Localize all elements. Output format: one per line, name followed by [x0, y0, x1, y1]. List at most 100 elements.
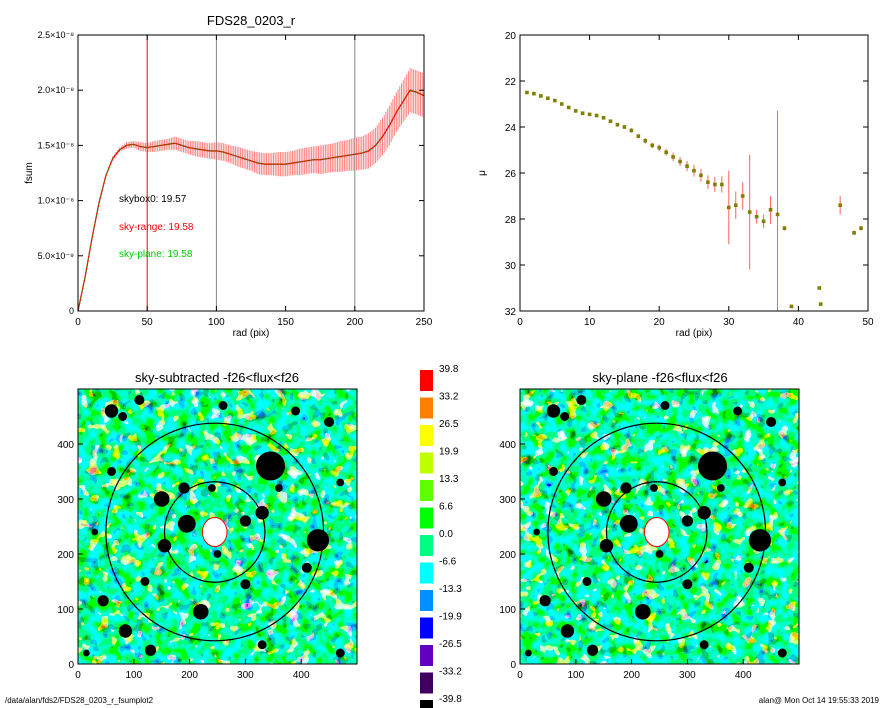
source-mask	[91, 528, 99, 536]
mu-y-tick-label: 26	[505, 169, 517, 180]
source-mask	[655, 550, 664, 558]
sky-subtracted-title: sky-subtracted -f26<flux<f26	[135, 370, 299, 385]
mu-x-tick-label: 30	[723, 317, 735, 328]
mu-x-axis-label: rad (pix)	[676, 328, 713, 339]
mu-point	[859, 226, 863, 230]
image-y-tick-label: 100	[57, 605, 74, 616]
annotation-sky-range: sky-range: 19.58	[119, 222, 194, 233]
surface-brightness-panel: 0 10 20 30 40 50 20 22 24 26 28 30 32 rad (pix) μ	[477, 31, 874, 339]
fsum-y-tick-label: 2.5×10⁻⁸	[38, 30, 75, 40]
source-mask	[324, 416, 335, 428]
mu-point	[587, 112, 592, 117]
image-x-tick-label: 400	[293, 670, 310, 681]
mu-point	[650, 143, 655, 148]
outer-aperture-circle	[547, 422, 767, 642]
fsum-error-bars	[106, 68, 423, 177]
fsum-vertical-markers	[146, 35, 356, 311]
image-x-tick-label: 0	[517, 670, 523, 681]
source-mask	[255, 506, 269, 520]
sky-plane-x-ticks: 0 100 200 300 400	[517, 659, 752, 681]
image-x-tick-label: 200	[181, 670, 198, 681]
mu-point	[782, 226, 787, 230]
mu-point	[594, 113, 599, 118]
mu-y-axis-label: μ	[477, 170, 488, 176]
image-x-tick-label: 100	[567, 670, 584, 681]
mu-point	[727, 205, 731, 210]
colorbar-swatch	[420, 425, 433, 446]
image-y-tick-label: 200	[57, 550, 74, 561]
source-mask	[301, 562, 312, 573]
mu-point	[643, 139, 648, 143]
source-mask	[599, 539, 614, 553]
source-mask	[582, 577, 592, 586]
source-mask	[306, 529, 330, 552]
source-mask	[748, 529, 772, 552]
inner-aperture-circle	[163, 481, 266, 583]
source-mask	[698, 451, 728, 481]
source-mask	[699, 640, 709, 650]
mu-point	[733, 203, 738, 207]
source-mask	[595, 491, 612, 507]
source-mask	[743, 562, 754, 573]
fsum-y-ticks: 0 5.0×10⁻⁹ 1.0×10⁻⁸ 1.5×10⁻⁸ 2.0×10⁻⁸ 2.5×10⁻…	[38, 30, 424, 316]
fsum-y-tick-label: 2.0×10⁻⁸	[38, 85, 75, 95]
colorbar-label: -33.2	[439, 667, 462, 678]
image-x-tick-label: 300	[679, 670, 696, 681]
fsum-x-tick-label: 50	[142, 317, 154, 328]
image-x-tick-label: 300	[237, 670, 254, 681]
source-mask	[777, 648, 787, 658]
source-mask	[586, 644, 599, 656]
fsum-series-sky-plane	[77, 89, 425, 312]
footer-path: /data/alan/fds2/FDS28_0203_r_fsumplot2	[5, 696, 154, 705]
source-mask	[336, 478, 345, 487]
mu-point	[546, 96, 550, 101]
image-y-tick-label: 400	[57, 440, 74, 451]
colorbar-label: 13.3	[439, 474, 459, 485]
galaxy-core	[201, 516, 228, 548]
source-mask	[144, 644, 157, 656]
source-mask	[118, 624, 133, 638]
colorbar-label: -39.8	[439, 694, 462, 705]
fsum-y-tick-label: 1.0×10⁻⁸	[38, 196, 75, 206]
colorbar-label: -26.5	[439, 639, 462, 650]
mu-point	[608, 119, 613, 124]
source-mask	[118, 412, 128, 421]
source-mask	[533, 528, 541, 536]
source-mask	[192, 603, 209, 620]
mu-point	[671, 155, 675, 159]
mu-point	[713, 182, 717, 187]
image-y-tick-label: 100	[499, 605, 516, 616]
source-mask	[257, 640, 267, 650]
mu-points	[525, 90, 863, 311]
fsum-x-ticks: 0 50 100 150 200 250	[75, 35, 433, 328]
mu-x-tick-label: 50	[862, 317, 874, 328]
sky-plane-frame	[519, 388, 800, 665]
colorbar-swatch	[420, 645, 433, 666]
image-y-tick-label: 400	[499, 440, 516, 451]
mu-point	[754, 214, 759, 219]
colorbar-label: 39.8	[439, 364, 459, 375]
source-mask	[681, 515, 693, 527]
colorbar-label: 6.6	[439, 502, 453, 513]
source-mask	[335, 648, 345, 658]
mu-point	[566, 105, 571, 110]
mu-y-tick-label: 24	[505, 123, 517, 134]
source-mask	[107, 467, 116, 476]
mu-point	[818, 302, 823, 306]
sky-subtracted-x-ticks: 0 100 200 300 400	[75, 659, 310, 681]
source-mask	[619, 514, 638, 533]
sky-subtracted-image	[78, 389, 357, 664]
source-mask	[218, 401, 228, 410]
fsum-curves	[77, 89, 425, 312]
colorbar-label: 19.9	[439, 447, 459, 458]
mu-x-tick-label: 20	[654, 317, 666, 328]
source-mask	[546, 404, 561, 418]
source-mask	[83, 649, 90, 657]
source-mask	[213, 550, 222, 558]
mu-point	[664, 150, 668, 155]
source-mask	[291, 406, 301, 416]
source-mask	[256, 451, 286, 481]
source-mask	[97, 595, 109, 607]
image-x-tick-label: 400	[735, 670, 752, 681]
mu-point	[601, 116, 606, 120]
